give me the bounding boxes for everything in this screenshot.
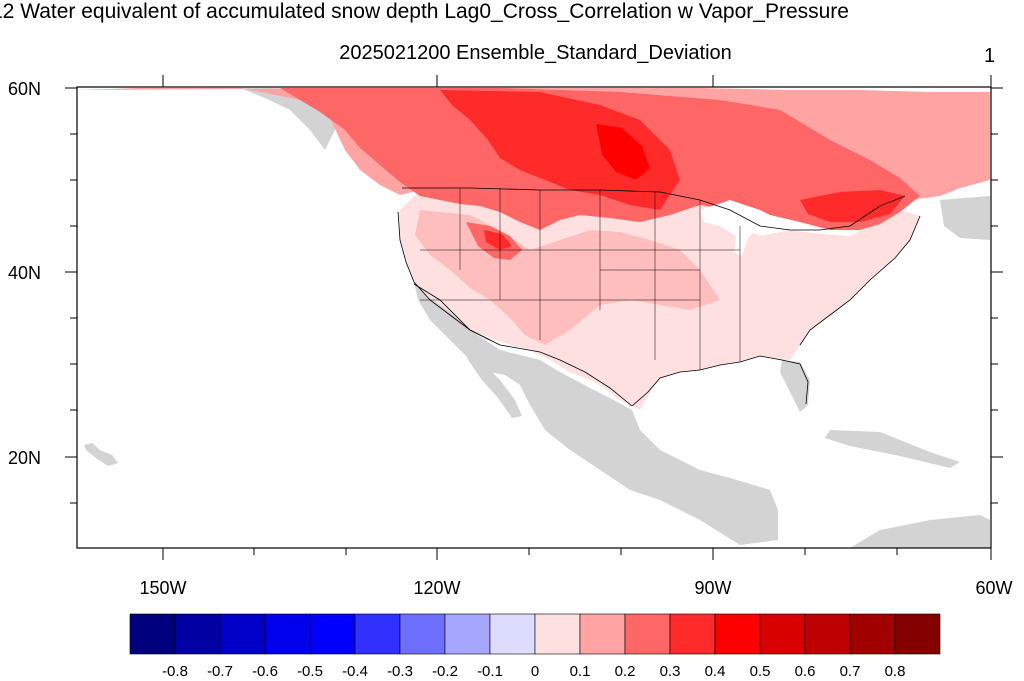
colorbar-swatch [354, 613, 401, 655]
colorbar-swatch [669, 613, 716, 655]
colorbar-swatch [849, 613, 896, 655]
colorbar-swatch [174, 613, 221, 655]
plot-title: 12 Water equivalent of accumulated snow … [0, 0, 1024, 24]
plot-title-text: 12 Water equivalent of accumulated snow … [0, 0, 849, 23]
colorbar-swatch [759, 613, 806, 655]
colorbar-swatch [714, 613, 761, 655]
baja-missing-region [462, 340, 522, 418]
colorbar-tick-label: -0.5 [297, 663, 323, 680]
region-corr-0.4-0.5 [596, 124, 650, 180]
colorbar-tick-label: 0.3 [660, 663, 681, 680]
colorbar-tick-label: -0.4 [342, 663, 368, 680]
lat-label-40n: 40N [8, 263, 41, 283]
colorbar-swatch [219, 613, 266, 655]
colorbar-tick-label: -0.8 [162, 663, 188, 680]
colorbar-swatch [399, 613, 446, 655]
colorbar-tick-label: 0 [531, 663, 539, 680]
colorbar-swatch [804, 613, 851, 655]
lon-label-150w: 150W [139, 578, 186, 598]
colorbar-tick-label: -0.6 [252, 663, 278, 680]
state-borders [420, 188, 741, 370]
colorbar-tick-label: 0.6 [795, 663, 816, 680]
west-coast [397, 211, 491, 341]
colorbar-tick-label: -0.3 [387, 663, 413, 680]
colorbar-swatch [624, 613, 671, 655]
south-america-missing-region [850, 515, 990, 548]
east-coast [799, 215, 921, 346]
region-corr-0.3-0.4 [440, 90, 680, 210]
colorbar-swatch [309, 613, 356, 655]
map-area [78, 88, 990, 548]
colorbar-tick-label: 0.4 [705, 663, 726, 680]
us-mexico-border [413, 283, 633, 407]
lat-label-20n: 20N [8, 448, 41, 468]
lon-label-90w: 90W [694, 578, 731, 598]
colorbar-swatch [264, 613, 311, 655]
colorbar-swatch [129, 613, 176, 655]
greenland-edge-missing-region [940, 196, 990, 240]
colorbar-swatch [534, 613, 581, 655]
colorbar-tick-label: -0.7 [207, 663, 233, 680]
lat-label-60n: 60N [8, 79, 41, 99]
colorbar: -0.8 -0.7 -0.6 -0.5 -0.4 -0.3 -0.2 -0.1 0 0.1 0.2 0… [129, 613, 941, 680]
colorbar-swatch [894, 613, 941, 655]
colorbar-swatch [489, 613, 536, 655]
colorbar-tick-label: -0.1 [477, 663, 503, 680]
florida-missing-region [780, 360, 810, 412]
colorbar-swatch [579, 613, 626, 655]
lon-label-120w: 120W [413, 578, 460, 598]
region-corr-0.3-0.4-rockies [484, 230, 512, 250]
colorbar-tick-label: 0.2 [615, 663, 636, 680]
colorbar-swatch [444, 613, 491, 655]
region-corr-0.3-0.4-east [800, 190, 905, 222]
hawaii-missing-region [84, 443, 118, 466]
colorbar-tick-label: 0.8 [885, 663, 906, 680]
gulf-coast [631, 355, 809, 407]
colorbar-tick-label: 0.7 [840, 663, 861, 680]
caribbean-missing-region [825, 430, 960, 468]
colorbar-tick-label: 0.5 [750, 663, 771, 680]
colorbar-tick-label: -0.2 [432, 663, 458, 680]
mexico-missing-region [414, 282, 778, 545]
panel-label: 1 [984, 45, 996, 67]
plot-subtitle: 2025021200 Ensemble_Standard_Deviation [339, 42, 732, 64]
colorbar-tick-label: 0.1 [570, 663, 591, 680]
lon-label-60w: 60W [975, 578, 1012, 598]
